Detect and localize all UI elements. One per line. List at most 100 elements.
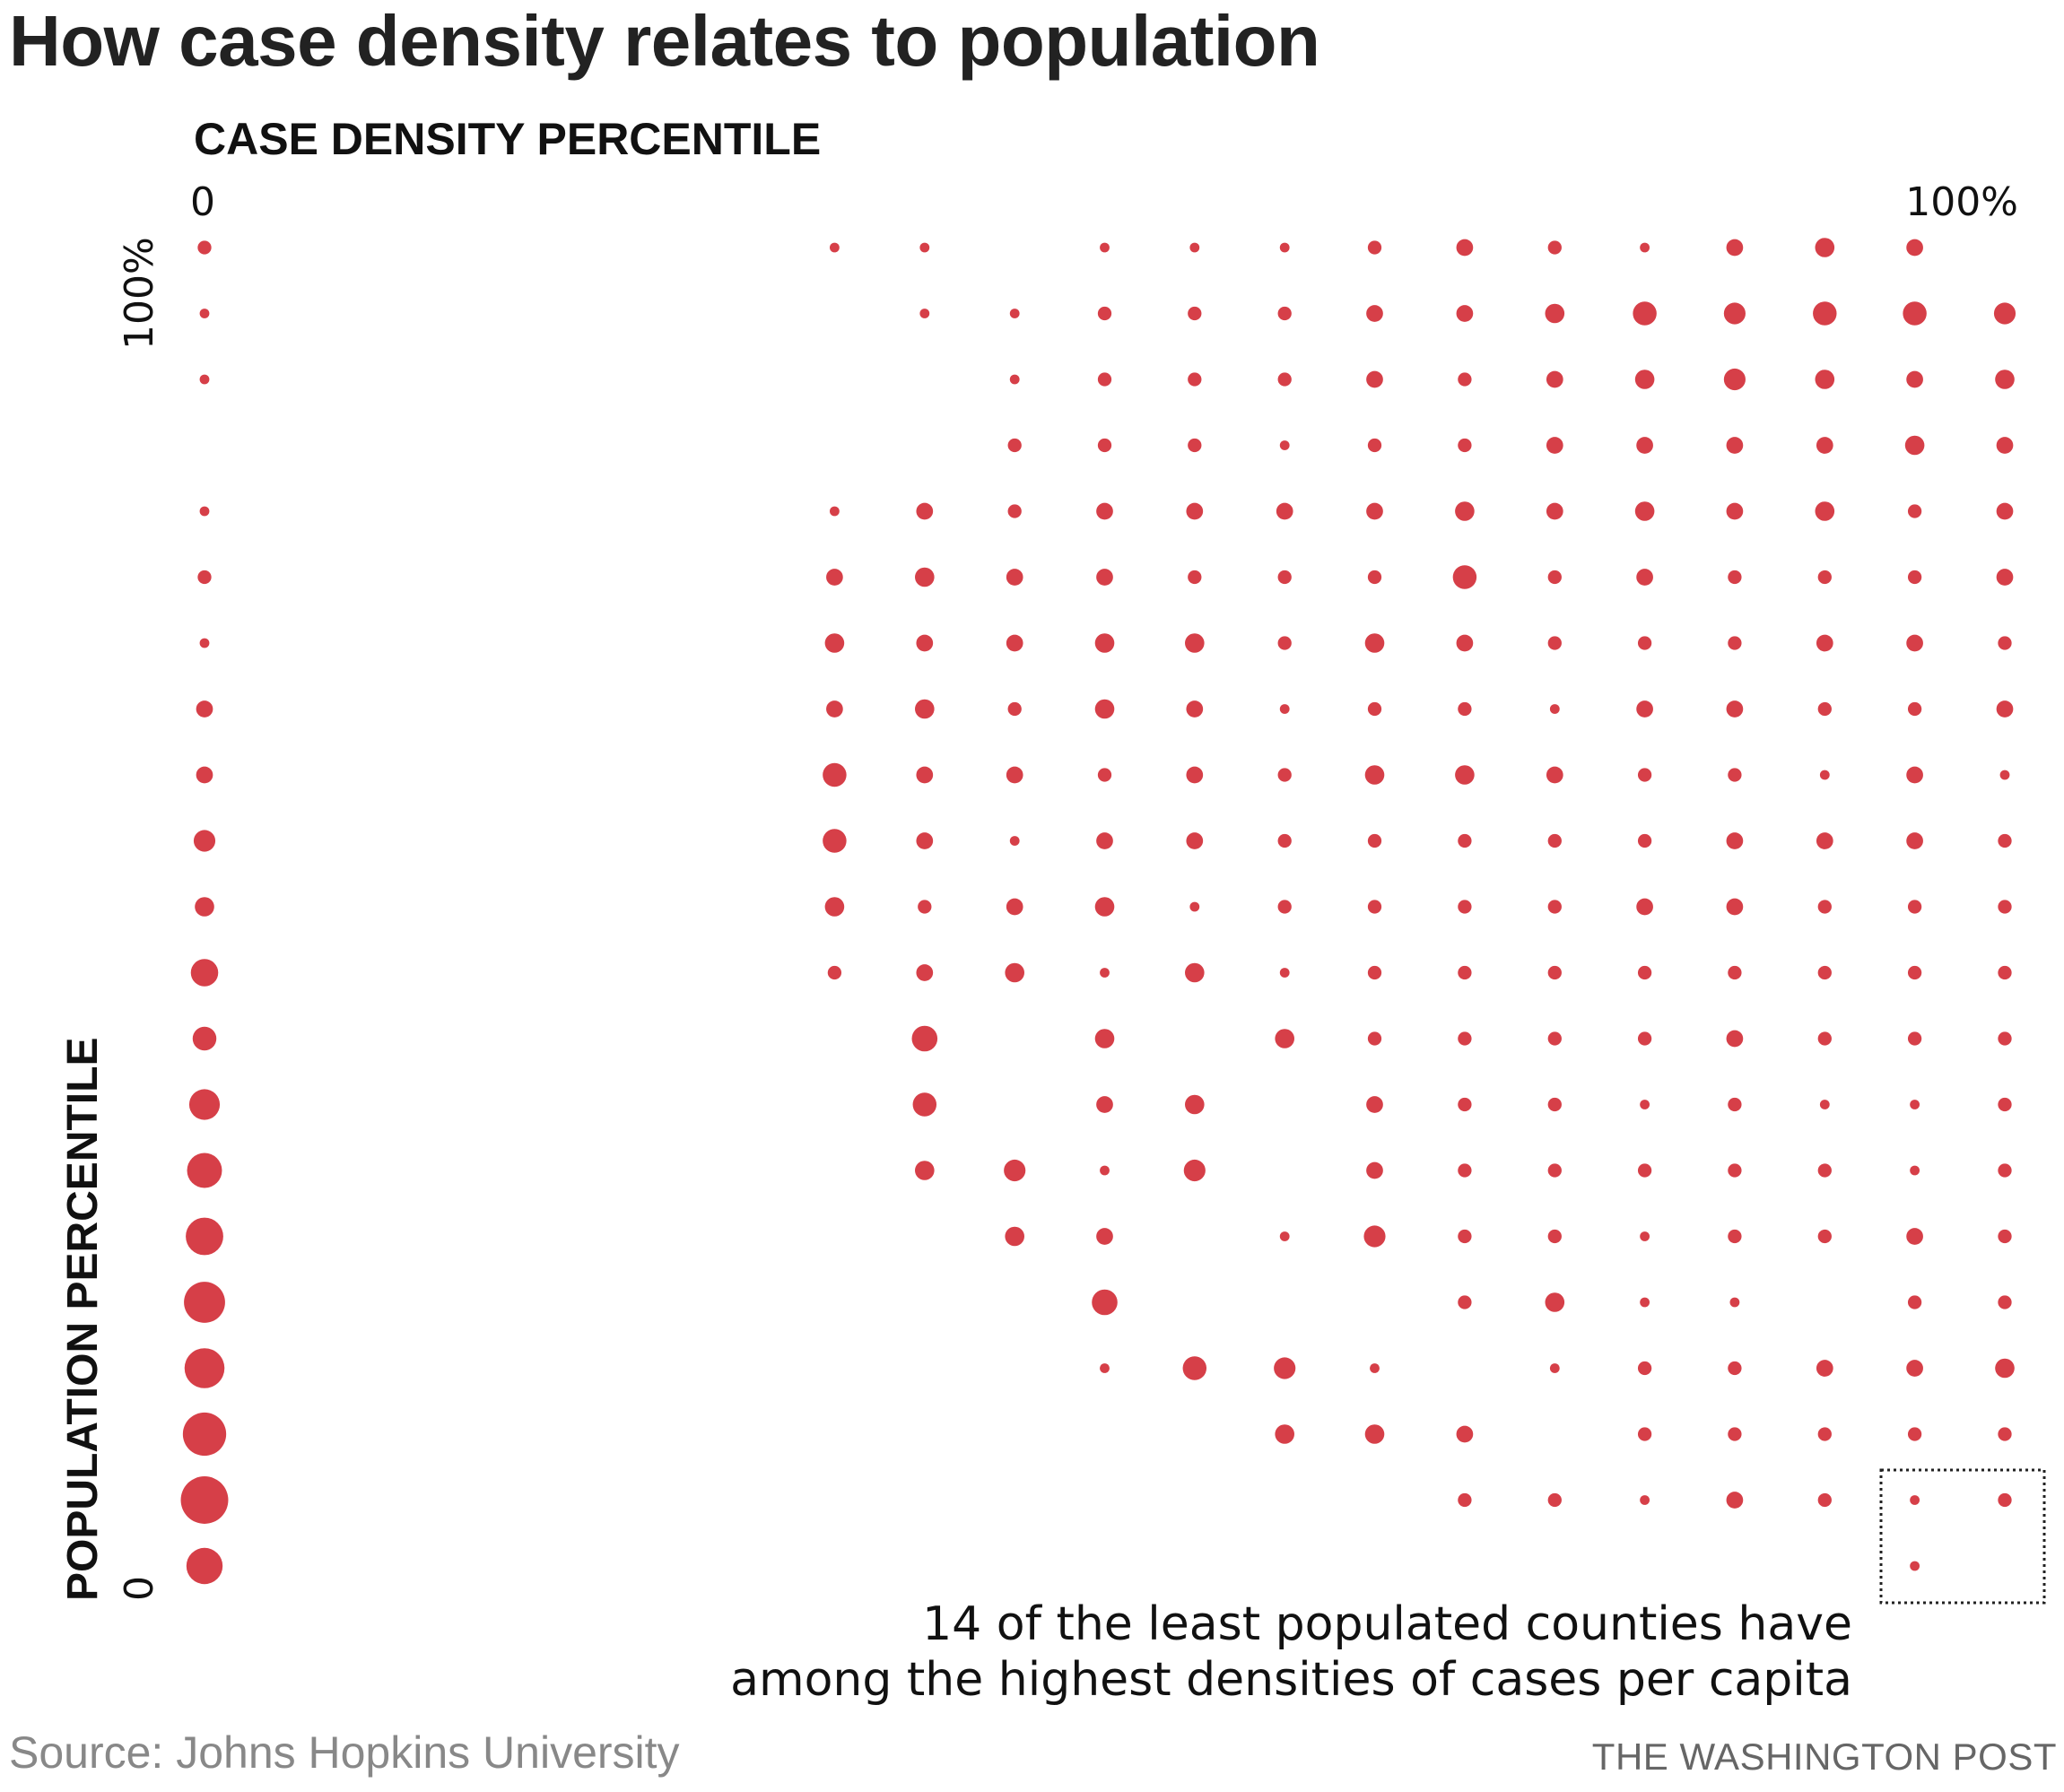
bubble-mark <box>1092 1289 1118 1316</box>
bubble-mark <box>918 900 932 914</box>
bubble-mark <box>1637 833 1652 848</box>
bubble-mark <box>1366 370 1383 388</box>
bubble-mark <box>1094 897 1115 917</box>
bubble-mark <box>1998 900 2012 914</box>
bubble-mark <box>1097 768 1112 782</box>
bubble-mark <box>1096 832 1113 849</box>
bubble-mark <box>1546 370 1563 388</box>
bubble-mark <box>1546 437 1563 454</box>
bubble-mark <box>919 309 930 318</box>
bubble-mark <box>1547 636 1562 650</box>
bubble-mark <box>1458 372 1472 387</box>
bubble-mark <box>1094 1029 1115 1048</box>
bubble-mark <box>197 570 212 585</box>
bubble-mark <box>1363 1225 1386 1248</box>
bubble-mark <box>1996 569 2014 586</box>
bubble-mark <box>1456 239 1474 257</box>
bubble-mark <box>1816 832 1833 849</box>
bubble-mark <box>1637 768 1652 782</box>
bubble-mark <box>1096 569 1113 586</box>
bubble-mark <box>1996 437 2014 454</box>
bubble-mark <box>1279 1231 1290 1241</box>
bubble-mark <box>1189 242 1200 253</box>
bubble-mark <box>1367 570 1382 585</box>
bubble-mark <box>1998 1163 2012 1178</box>
bubble-mark <box>1910 1165 1920 1176</box>
bubble-mark <box>1186 832 1204 849</box>
bubble-mark <box>1009 374 1020 385</box>
bubble-mark <box>1819 770 1830 780</box>
bubble-mark <box>1547 240 1562 255</box>
bubble-mark <box>1455 765 1475 785</box>
bubble-mark <box>1817 1229 1832 1244</box>
bubble-mark <box>1998 636 2012 650</box>
bubble-mark <box>1995 370 2015 389</box>
bubble-mark <box>193 830 216 852</box>
bubble-mark <box>1006 898 1023 916</box>
bubble-group <box>180 238 2016 1585</box>
bubble-mark <box>1458 1229 1472 1244</box>
bubble-mark <box>1728 570 1742 585</box>
bubble-mark <box>1367 240 1382 255</box>
bubble-mark <box>1910 1561 1920 1571</box>
bubble-mark <box>915 699 935 719</box>
bubble-mark <box>1186 700 1204 718</box>
bubble-mark <box>1279 242 1290 253</box>
bubble-mark <box>1006 634 1023 652</box>
bubble-mark <box>196 700 213 718</box>
bubble-mark <box>1279 704 1290 714</box>
bubble-mark <box>1456 634 1474 652</box>
bubble-mark <box>182 1412 227 1457</box>
bubble-mark <box>827 965 842 980</box>
bubble-mark <box>1185 633 1205 653</box>
bubble-mark <box>1906 239 1923 257</box>
bubble-mark <box>1998 1031 2012 1046</box>
bubble-mark <box>826 700 843 718</box>
bubble-mark <box>1186 766 1204 784</box>
bubble-mark <box>197 240 212 255</box>
bubble-mark <box>1188 438 1202 453</box>
bubble-mark <box>1094 633 1115 653</box>
y-tick-max: 100% <box>117 237 162 350</box>
bubble-mark <box>1097 438 1112 453</box>
bubble-mark <box>1817 701 1832 717</box>
bubble-mark <box>911 1025 938 1052</box>
bubble-mark <box>1274 1357 1296 1379</box>
bubble-mark <box>1277 900 1292 914</box>
bubble-mark <box>1907 570 1922 585</box>
bubble-mark <box>1009 836 1020 846</box>
bubble-mark <box>1907 701 1922 717</box>
bubble-mark <box>1547 1229 1562 1244</box>
bubble-mark <box>1815 501 1835 521</box>
bubble-mark <box>1726 700 1744 718</box>
bubble-mark <box>1723 368 1746 391</box>
bubble-mark <box>1456 305 1474 322</box>
bubble-mark <box>1100 242 1110 253</box>
bubble-mark <box>1458 900 1472 914</box>
bubble-mark <box>1906 634 1923 652</box>
bubble-mark <box>919 242 930 253</box>
bubble-mark <box>1998 965 2012 980</box>
bubble-mark <box>1277 306 1292 321</box>
bubble-mark <box>1458 1492 1472 1508</box>
chart-title: How case density relates to population <box>9 1 1320 81</box>
bubble-mark <box>1816 634 1833 652</box>
bubble-mark <box>1640 242 1650 253</box>
bubble-mark <box>1367 1031 1382 1046</box>
bubble-mark <box>1816 1360 1833 1377</box>
bubble-mark <box>1634 501 1655 521</box>
bubble-mark <box>1366 305 1383 322</box>
bubble-mark <box>916 766 934 784</box>
bubble-mark <box>1100 968 1110 978</box>
bubble-mark <box>196 766 213 784</box>
bubble-mark <box>830 242 840 253</box>
bubble-mark <box>826 569 843 586</box>
bubble-mark <box>199 638 210 648</box>
bubble-mark <box>1458 438 1472 453</box>
bubble-mark <box>1998 833 2012 848</box>
bubble-mark <box>188 1089 221 1120</box>
bubble-mark <box>1186 502 1204 520</box>
bubble-mark <box>1993 302 2016 325</box>
bubble-mark <box>1279 968 1290 978</box>
bubble-mark <box>1182 1356 1207 1380</box>
